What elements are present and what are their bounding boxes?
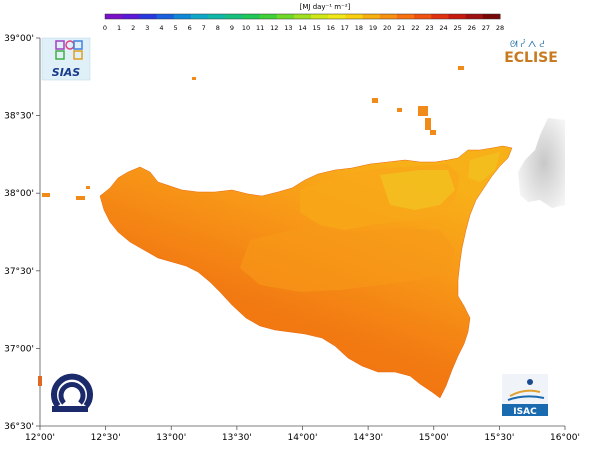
colorbar-tick-label: 17 — [341, 24, 349, 32]
ustica-island — [192, 77, 196, 80]
stromboli-island — [458, 66, 464, 70]
colorbar-segment — [431, 14, 449, 19]
colorbar-segment — [414, 14, 432, 19]
colorbar-tick-label: 7 — [202, 24, 206, 32]
longitude-tick-label: 15°30' — [484, 433, 514, 443]
colorbar-tick-label: 1 — [117, 24, 121, 32]
levanzo-island — [86, 186, 90, 189]
colorbar-segment — [190, 14, 209, 19]
colorbar-tick-label: 9 — [230, 24, 234, 32]
colorbar-segment — [122, 14, 140, 19]
vulcano-island — [430, 130, 436, 135]
colorbar-segment — [345, 14, 364, 19]
colorbar: 0 1 2 3 4 5 6 7 8 9 10 11 12 13 14 15 16 17 18 19 20 21 22 23 24… — [103, 13, 504, 32]
isac-logo: ISAC — [502, 374, 548, 417]
colorbar-tick-label: 11 — [256, 24, 264, 32]
longitude-axis: 12°00' 12°30' 13°00' 13°30' 14°00' 14°30' 15°0… — [25, 426, 580, 443]
svg-text:ᘛ ᓰ ᐱ ᕍ: ᘛ ᓰ ᐱ ᕍ — [510, 39, 544, 50]
colorbar-segment — [225, 14, 243, 19]
colorbar-segment — [328, 14, 346, 19]
colorbar-tick-label: 24 — [439, 24, 447, 32]
eclise-logo: ᘛ ᓰ ᐱ ᕍ ECLISE — [504, 39, 558, 66]
marettimo-island — [42, 193, 50, 197]
longitude-tick-label: 15°00' — [419, 433, 449, 443]
favignana-island — [76, 196, 85, 200]
longitude-tick-label: 13°30' — [222, 433, 252, 443]
colorbar-tick-label: 10 — [242, 24, 250, 32]
latitude-tick-label: 38°30' — [4, 112, 34, 122]
longitude-tick-label: 16°00' — [550, 433, 580, 443]
colorbar-tick-label: 27 — [482, 24, 490, 32]
radiation-patches — [240, 152, 500, 292]
latitude-tick-label: 38°00' — [4, 189, 34, 199]
latitude-tick-label: 36°30' — [4, 422, 34, 432]
colorbar-unit-label: [MJ day⁻¹ m⁻²] — [300, 3, 351, 11]
svg-text:ISAC: ISAC — [513, 407, 537, 417]
colorbar-tick-label: 2 — [131, 24, 135, 32]
colorbar-tick-label: 6 — [188, 24, 192, 32]
cnr-logo — [38, 373, 93, 412]
colorbar-segment — [276, 14, 295, 19]
colorbar-segment — [311, 14, 329, 19]
latitude-axis: 39°00' 38°30' 38°00' 37°30' 37°00' 36°30' — [4, 34, 40, 432]
colorbar-tick-label: 22 — [411, 24, 419, 32]
svg-text:ECLISE: ECLISE — [504, 50, 558, 66]
colorbar-tick-label: 16 — [327, 24, 335, 32]
colorbar-tick-label: 21 — [397, 24, 405, 32]
svg-text:SIAS: SIAS — [52, 66, 81, 79]
colorbar-tick-label: 13 — [284, 24, 292, 32]
colorbar-tick-label: 5 — [173, 24, 177, 32]
minor-islands — [42, 66, 464, 200]
colorbar-segment — [293, 14, 312, 19]
latitude-tick-label: 39°00' — [4, 34, 34, 44]
alicudi-island — [372, 98, 378, 103]
longitude-tick-label: 14°00' — [288, 433, 318, 443]
longitude-tick-label: 12°30' — [91, 433, 121, 443]
colorbar-segment — [379, 14, 398, 19]
sias-logo: SIAS — [41, 37, 91, 81]
colorbar-segment — [105, 14, 123, 19]
colorbar-tick-label: 3 — [145, 24, 149, 32]
colorbar-segment — [362, 14, 381, 19]
colorbar-segment — [139, 14, 158, 19]
colorbar-tick-label: 26 — [468, 24, 476, 32]
colorbar-tick-label: 8 — [216, 24, 220, 32]
colorbar-segment — [482, 14, 501, 19]
lipari-island — [425, 118, 431, 130]
colorbar-tick-label: 28 — [496, 24, 504, 32]
colorbar-tick-label: 20 — [383, 24, 391, 32]
colorbar-tick-label: 19 — [369, 24, 377, 32]
colorbar-segment — [208, 14, 226, 19]
colorbar-tick-label: 18 — [355, 24, 363, 32]
colorbar-segment — [465, 14, 484, 19]
colorbar-segment — [173, 14, 192, 19]
longitude-tick-label: 14°30' — [353, 433, 383, 443]
colorbar-segment — [242, 14, 261, 19]
colorbar-segment — [259, 14, 278, 19]
colorbar-tick-label: 4 — [159, 24, 163, 32]
colorbar-tick-label: 23 — [425, 24, 433, 32]
calabria-relief — [518, 118, 565, 208]
colorbar-tick-label: 14 — [298, 24, 306, 32]
colorbar-tick-label: 15 — [312, 24, 320, 32]
colorbar-tick-label: 12 — [270, 24, 278, 32]
filicudi-island — [397, 108, 402, 112]
colorbar-tick-label: 0 — [103, 24, 107, 32]
colorbar-tick-label: 25 — [454, 24, 462, 32]
colorbar-segment — [156, 14, 175, 19]
colorbar-segment — [396, 14, 415, 19]
latitude-tick-label: 37°00' — [4, 344, 34, 354]
longitude-tick-label: 13°00' — [156, 433, 186, 443]
salina-island — [418, 106, 428, 116]
latitude-tick-label: 37°30' — [4, 267, 34, 277]
longitude-tick-label: 12°00' — [25, 433, 55, 443]
colorbar-segment — [448, 14, 467, 19]
